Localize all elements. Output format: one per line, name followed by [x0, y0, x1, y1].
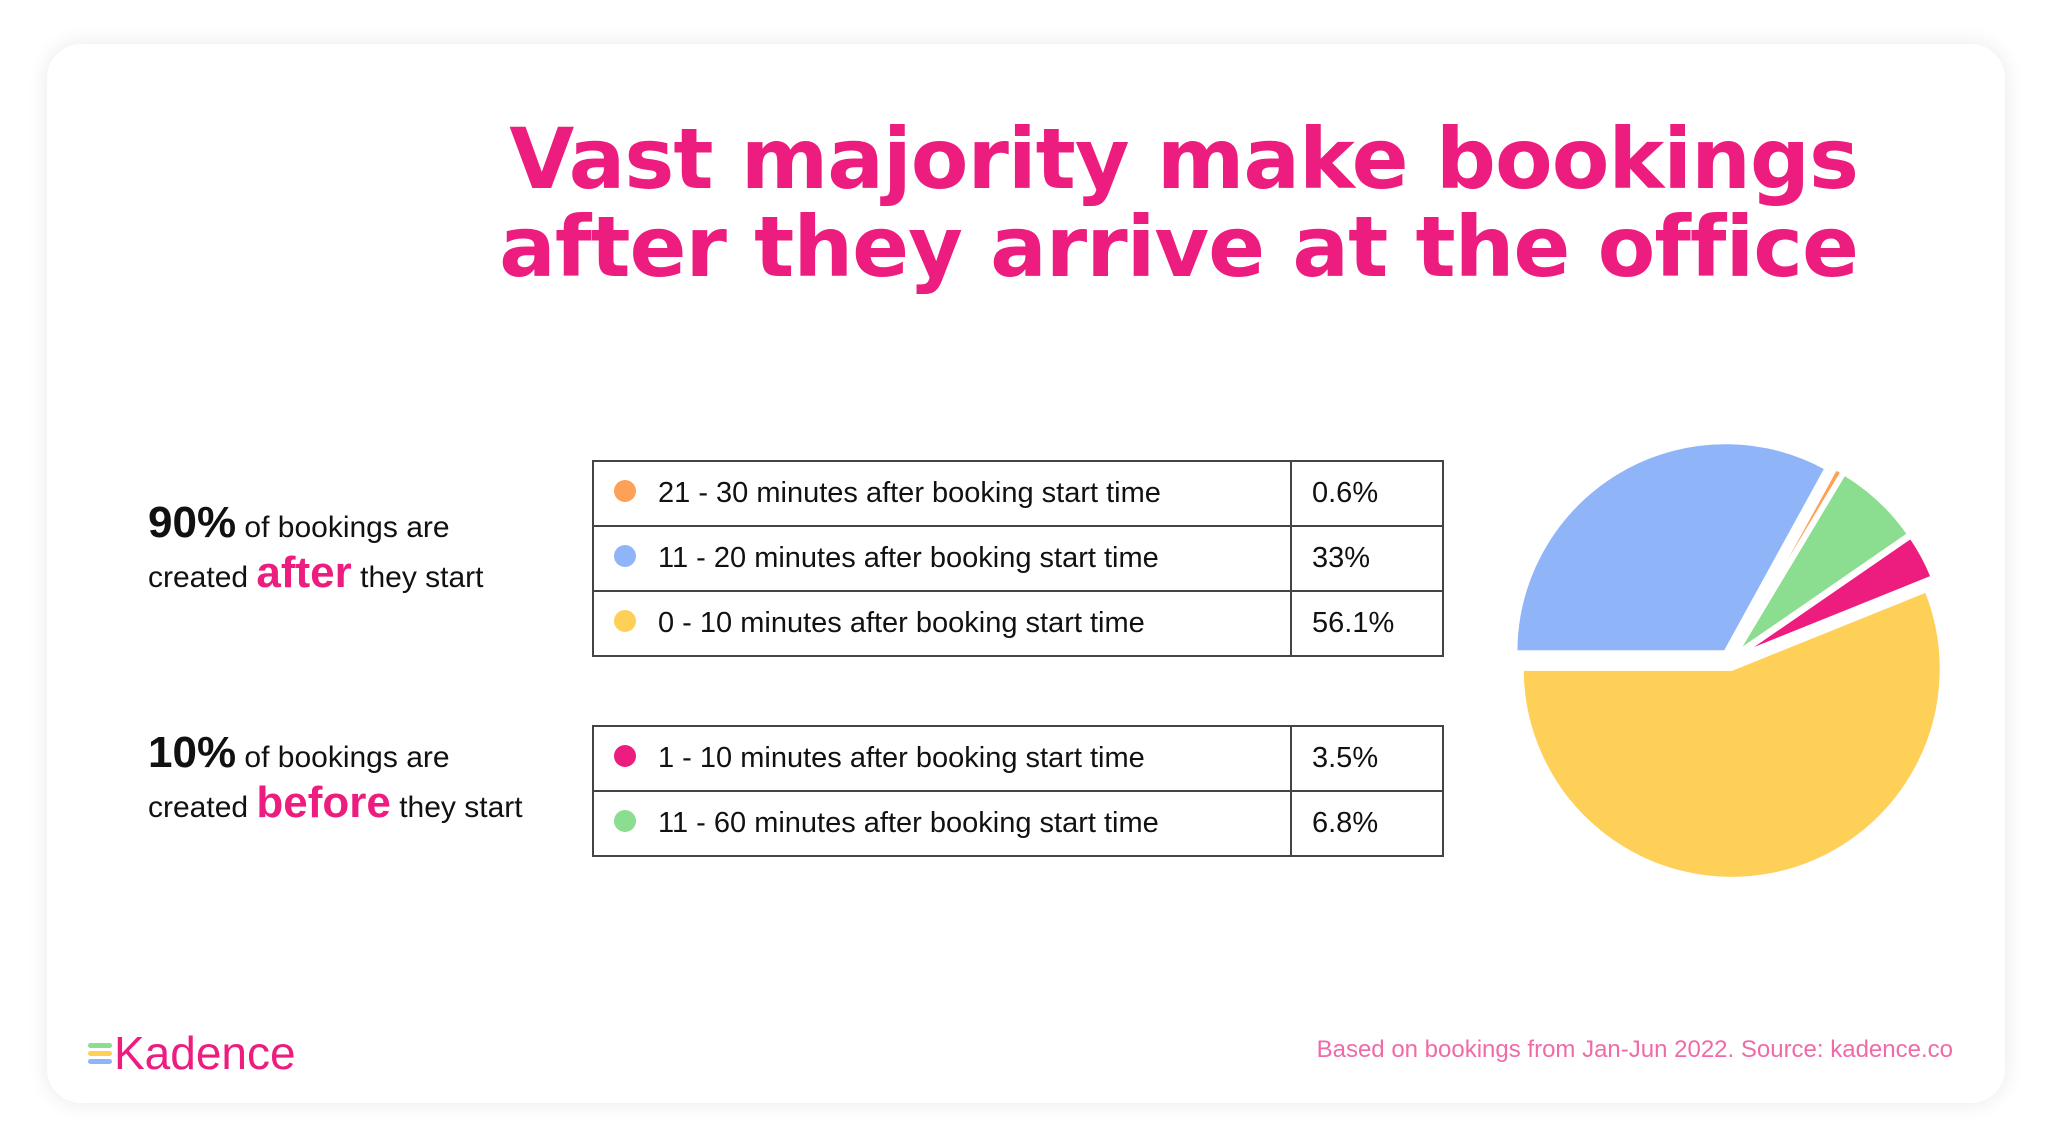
summary-text: they start: [390, 791, 523, 824]
legend-dot-icon: [614, 480, 636, 503]
row-label: 0 - 10 minutes after booking start time: [658, 607, 1145, 639]
row-value: 3.5%: [1290, 725, 1444, 792]
table-row: 1 - 10 minutes after booking start time 3…: [592, 725, 1444, 792]
table-row: 11 - 60 minutes after booking start time…: [592, 790, 1444, 857]
after-table: 21 - 30 minutes after booking start time…: [592, 460, 1444, 657]
page-title: Vast majority make bookings after they a…: [499, 110, 1859, 296]
row-label: 21 - 30 minutes after booking start time: [658, 477, 1161, 509]
row-label-cell: 21 - 30 minutes after booking start time: [592, 460, 1292, 527]
summary-text: they start: [351, 561, 484, 594]
row-label-cell: 1 - 10 minutes after booking start time: [592, 725, 1292, 792]
source-note: Based on bookings from Jan-Jun 2022. Sou…: [1316, 1036, 1953, 1063]
pie-slice-1: [1732, 465, 1846, 654]
logo-icon: [88, 1043, 112, 1064]
summary-text: of bookings are: [236, 511, 450, 544]
title-line-1: Vast majority make bookings: [509, 110, 1859, 208]
before-highlight: before: [256, 778, 391, 827]
after-percent: 90%: [148, 498, 237, 547]
kadence-logo: Kadence: [88, 1026, 296, 1080]
summary-text: created: [148, 561, 257, 594]
legend-dot-icon: [614, 610, 636, 633]
table-row: 21 - 30 minutes after booking start time…: [592, 460, 1444, 527]
legend-dot-icon: [614, 745, 636, 768]
legend-dot-icon: [614, 810, 636, 833]
before-table: 1 - 10 minutes after booking start time 3…: [592, 725, 1444, 857]
after-summary: 90% of bookings are created after they s…: [148, 500, 484, 600]
table-row: 0 - 10 minutes after booking start time 5…: [592, 590, 1444, 657]
pie-slice-3: [1736, 533, 1936, 658]
summary-text: created: [148, 791, 257, 824]
row-value: 56.1%: [1290, 590, 1444, 657]
pie-slice-4: [1519, 587, 1944, 880]
summary-text: of bookings are: [236, 741, 450, 774]
row-value: 0.6%: [1290, 460, 1444, 527]
legend-dot-icon: [614, 545, 636, 568]
title-line-2: after they arrive at the office: [499, 198, 1859, 296]
row-label: 1 - 10 minutes after booking start time: [658, 742, 1145, 774]
after-highlight: after: [256, 548, 352, 597]
logo-text: Kadence: [114, 1027, 296, 1079]
table-row: 11 - 20 minutes after booking start time…: [592, 525, 1444, 592]
row-label: 11 - 20 minutes after booking start time: [658, 542, 1159, 574]
pie-chart: [1513, 440, 1944, 880]
pie-slice-0: [1513, 440, 1830, 655]
before-percent: 10%: [148, 728, 237, 777]
row-value: 6.8%: [1290, 790, 1444, 857]
pie-slice-2: [1734, 470, 1912, 656]
before-summary: 10% of bookings are created before they …: [148, 730, 523, 830]
row-value: 33%: [1290, 525, 1444, 592]
row-label-cell: 11 - 60 minutes after booking start time: [592, 790, 1292, 857]
row-label-cell: 0 - 10 minutes after booking start time: [592, 590, 1292, 657]
row-label: 11 - 60 minutes after booking start time: [658, 807, 1159, 839]
row-label-cell: 11 - 20 minutes after booking start time: [592, 525, 1292, 592]
